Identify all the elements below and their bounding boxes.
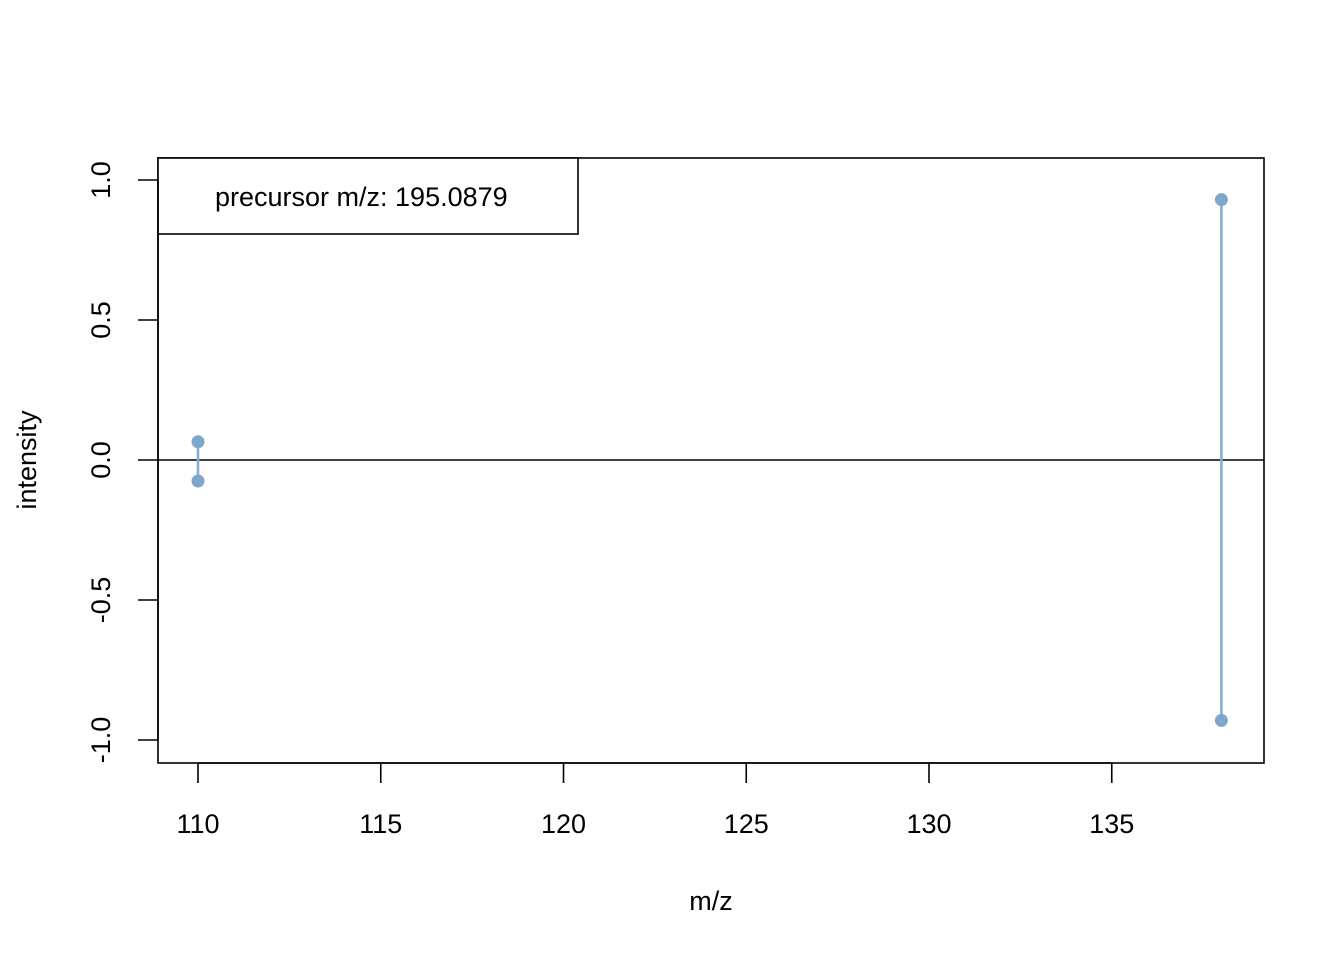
- y-axis: -1.0 -0.5 0.0 0.5 1.0: [86, 161, 159, 764]
- x-tick-label: 110: [176, 809, 219, 839]
- peak-point: [191, 474, 205, 488]
- peaks-layer: [191, 193, 1228, 727]
- peak-point: [1214, 193, 1228, 207]
- legend-box: [157, 157, 579, 235]
- x-tick-label: 120: [541, 809, 586, 839]
- y-tick-label: 0.0: [86, 441, 116, 479]
- y-axis-title: intensity: [12, 410, 42, 510]
- y-tick-label: -0.5: [86, 577, 116, 624]
- y-tick-label: 0.5: [86, 301, 116, 339]
- legend: precursor m/z: 195.0879: [157, 157, 579, 235]
- legend-text: precursor m/z: 195.0879: [215, 182, 508, 212]
- x-tick-label: 130: [906, 809, 951, 839]
- x-tick-label: 135: [1089, 809, 1134, 839]
- peak-point: [191, 435, 205, 449]
- peak-point: [1214, 713, 1228, 727]
- x-axis: 110 115 120 125 130 135: [176, 762, 1134, 839]
- y-tick-label: -1.0: [86, 717, 116, 764]
- y-tick-label: 1.0: [86, 161, 116, 199]
- x-tick-label: 115: [359, 809, 402, 839]
- x-axis-title: m/z: [689, 886, 733, 916]
- x-tick-label: 125: [724, 809, 769, 839]
